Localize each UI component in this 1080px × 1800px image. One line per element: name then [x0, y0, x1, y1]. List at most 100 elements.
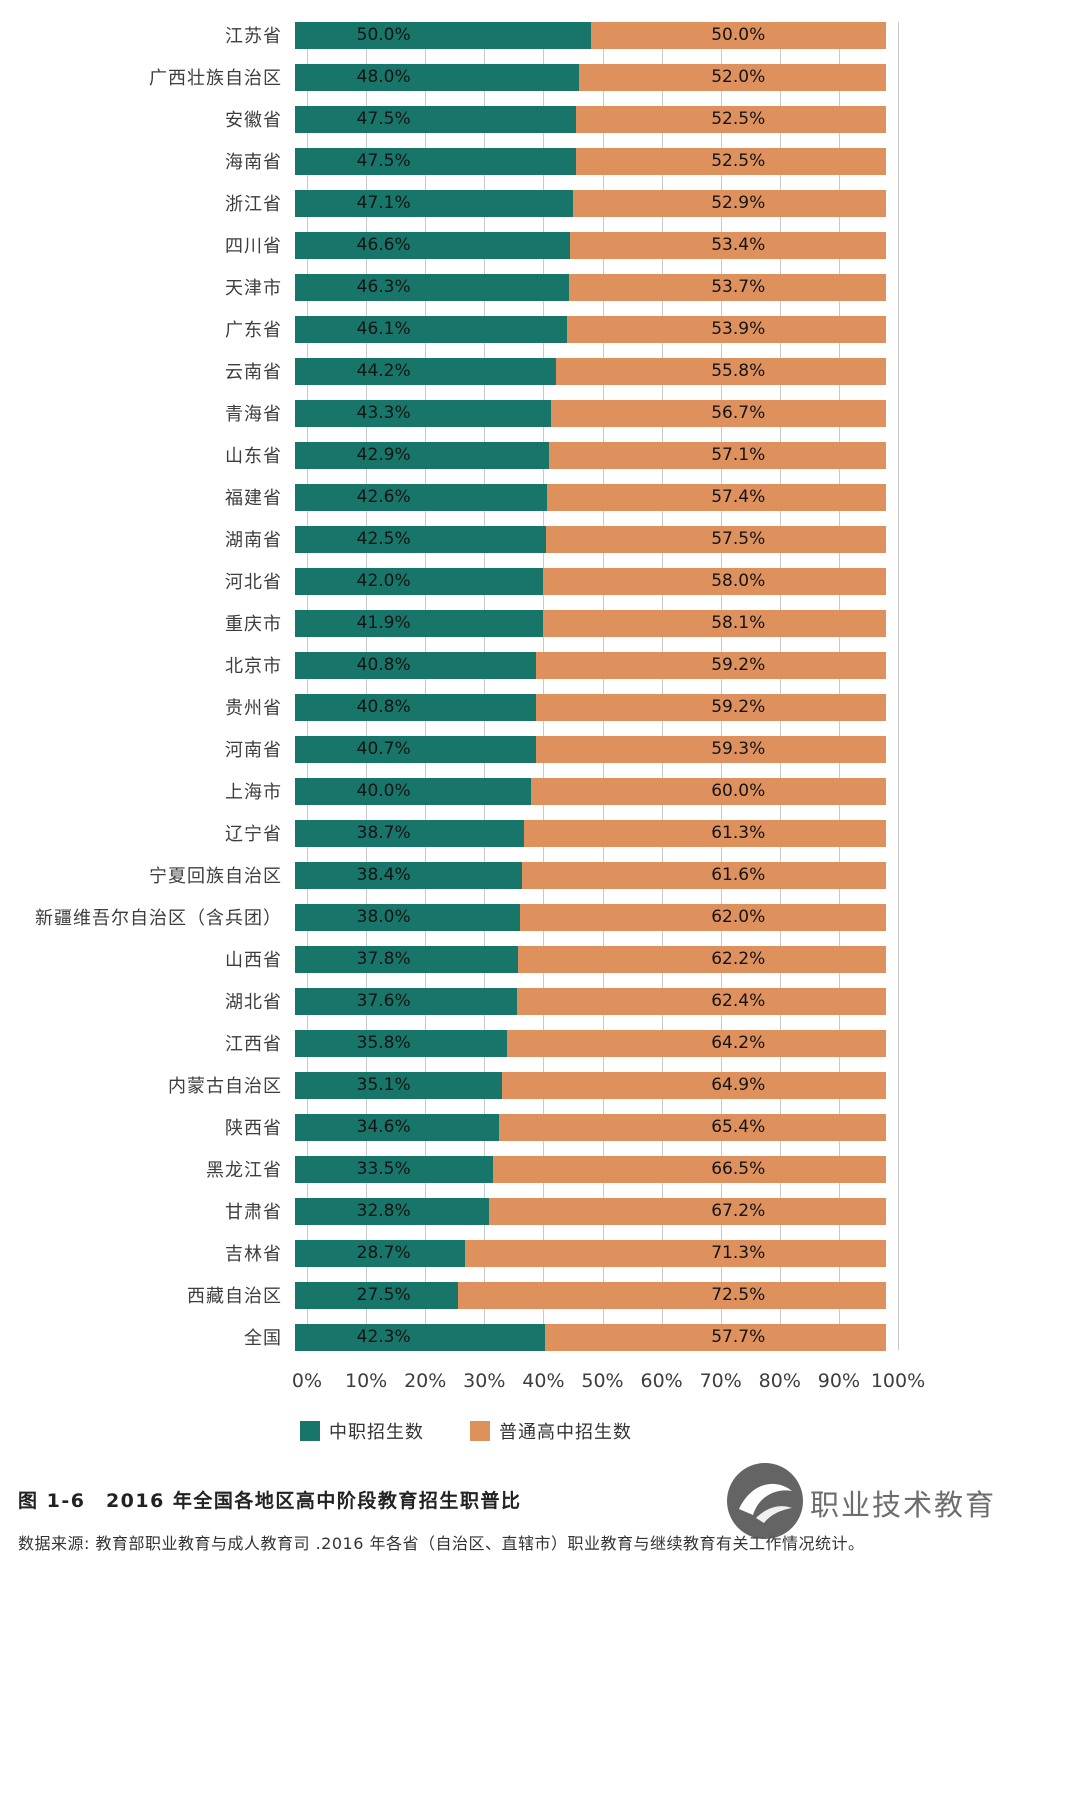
chart-row: 陕西省 34.6% 65.4%	[0, 1106, 1080, 1148]
legend-label: 普通高中招生数	[499, 1422, 632, 1443]
x-tick-label: 0%	[291, 1370, 323, 1392]
regular-value-label: 66.5%	[711, 1159, 766, 1179]
category-label: 吉林省	[225, 1244, 282, 1265]
bar-track: 32.8% 67.2%	[295, 1197, 886, 1225]
x-tick-label: 90%	[817, 1370, 861, 1392]
vocational-value-label: 34.6%	[356, 1117, 411, 1137]
regular-value-label: 62.2%	[711, 949, 766, 969]
bar-track: 40.8% 59.2%	[295, 651, 886, 679]
vocational-bar-segment	[295, 987, 518, 1015]
watermark: 职业技术教育	[726, 1462, 996, 1544]
bar-track: 50.0% 50.0%	[295, 21, 886, 49]
legend-item: 中职招生数	[300, 1418, 424, 1444]
vocational-value-label: 42.3%	[356, 1327, 411, 1347]
regular-bar-segment	[546, 483, 886, 511]
category-label: 山东省	[225, 446, 282, 467]
regular-value-label: 52.5%	[711, 151, 766, 171]
x-tick-label: 10%	[344, 1370, 388, 1392]
regular-bar-segment	[570, 231, 886, 259]
regular-bar-segment	[556, 357, 886, 385]
gridline	[425, 22, 427, 1350]
legend-swatch	[300, 1421, 320, 1441]
vocational-value-label: 33.5%	[356, 1159, 411, 1179]
vocational-bar-segment	[295, 63, 579, 91]
legend: 中职招生数 普通高中招生数	[300, 1418, 1080, 1444]
chart-row: 吉林省 28.7% 71.3%	[0, 1232, 1080, 1274]
chart-row: 河北省 42.0% 58.0%	[0, 560, 1080, 602]
regular-bar-segment	[502, 1071, 886, 1099]
regular-bar-segment	[492, 1155, 886, 1183]
vocational-bar-segment	[295, 315, 568, 343]
category-label: 黑龙江省	[206, 1160, 282, 1181]
vocational-bar-segment	[295, 819, 524, 847]
vocational-bar-segment	[295, 1323, 545, 1351]
bar-track: 40.0% 60.0%	[295, 777, 886, 805]
regular-bar-segment	[464, 1239, 886, 1267]
regular-bar-segment	[542, 609, 886, 637]
data-source-note: 数据来源: 教育部职业教育与成人教育司 .2016 年各省（自治区、直辖市）职业…	[18, 1534, 865, 1553]
legend-item: 普通高中招生数	[470, 1418, 632, 1444]
bar-track: 46.1% 53.9%	[295, 315, 886, 343]
vocational-bar-segment	[295, 147, 576, 175]
regular-value-label: 71.3%	[711, 1243, 766, 1263]
bar-track: 48.0% 52.0%	[295, 63, 886, 91]
vocational-value-label: 32.8%	[356, 1201, 411, 1221]
chart-row: 湖南省 42.5% 57.5%	[0, 518, 1080, 560]
vocational-bar-segment	[295, 1155, 493, 1183]
bar-track: 46.3% 53.7%	[295, 273, 886, 301]
chart-row: 西藏自治区 27.5% 72.5%	[0, 1274, 1080, 1316]
category-label: 新疆维吾尔自治区（含兵团）	[35, 908, 282, 929]
regular-value-label: 58.1%	[711, 613, 766, 633]
vocational-bar-segment	[295, 609, 543, 637]
gridline	[838, 22, 840, 1350]
category-label: 广东省	[225, 320, 282, 341]
vocational-bar-segment	[295, 1071, 503, 1099]
journal-logo-icon	[726, 1462, 804, 1544]
chart-row: 青海省 43.3% 56.7%	[0, 392, 1080, 434]
bar-track: 37.6% 62.4%	[295, 987, 886, 1015]
gridline	[366, 22, 368, 1350]
category-label: 山西省	[225, 950, 282, 971]
chart-row: 天津市 46.3% 53.7%	[0, 266, 1080, 308]
regular-value-label: 53.7%	[711, 277, 766, 297]
vocational-value-label: 47.5%	[356, 109, 411, 129]
category-label: 贵州省	[225, 698, 282, 719]
category-label: 江西省	[225, 1034, 282, 1055]
category-label: 河北省	[225, 572, 282, 593]
chart-row: 福建省 42.6% 57.4%	[0, 476, 1080, 518]
vocational-bar-segment	[295, 903, 520, 931]
category-label: 甘肃省	[225, 1202, 282, 1223]
vocational-bar-segment	[295, 441, 549, 469]
vocational-value-label: 42.0%	[356, 571, 411, 591]
vocational-bar-segment	[295, 945, 519, 973]
regular-bar-segment	[536, 651, 886, 679]
regular-bar-segment	[575, 147, 886, 175]
plot-area: 江苏省 50.0% 50.0% 广西壮族自治区 48.0% 52.0% 安徽省 47.5% 52…	[0, 14, 1080, 1358]
stacked-bar-chart: 江苏省 50.0% 50.0% 广西壮族自治区 48.0% 52.0% 安徽省 47.5% 52…	[0, 14, 1080, 1444]
chart-row: 宁夏回族自治区 38.4% 61.6%	[0, 854, 1080, 896]
category-label: 江苏省	[225, 26, 282, 47]
vocational-bar-segment	[295, 357, 557, 385]
vocational-value-label: 35.8%	[356, 1033, 411, 1053]
regular-value-label: 52.0%	[711, 67, 766, 87]
bar-track: 28.7% 71.3%	[295, 1239, 886, 1267]
vocational-bar-segment	[295, 651, 537, 679]
vocational-bar-segment	[295, 861, 522, 889]
regular-bar-segment	[506, 1029, 886, 1057]
category-label: 天津市	[225, 278, 282, 299]
gridline	[661, 22, 663, 1350]
vocational-value-label: 35.1%	[356, 1075, 411, 1095]
regular-bar-segment	[488, 1197, 886, 1225]
vocational-value-label: 27.5%	[356, 1285, 411, 1305]
vocational-value-label: 46.1%	[356, 319, 411, 339]
bar-track: 35.8% 64.2%	[295, 1029, 886, 1057]
category-label: 辽宁省	[225, 824, 282, 845]
bar-track: 41.9% 58.1%	[295, 609, 886, 637]
chart-row: 黑龙江省 33.5% 66.5%	[0, 1148, 1080, 1190]
vocational-value-label: 50.0%	[356, 25, 411, 45]
category-label: 青海省	[225, 404, 282, 425]
vocational-value-label: 40.8%	[356, 697, 411, 717]
category-label: 浙江省	[225, 194, 282, 215]
chart-row: 内蒙古自治区 35.1% 64.9%	[0, 1064, 1080, 1106]
